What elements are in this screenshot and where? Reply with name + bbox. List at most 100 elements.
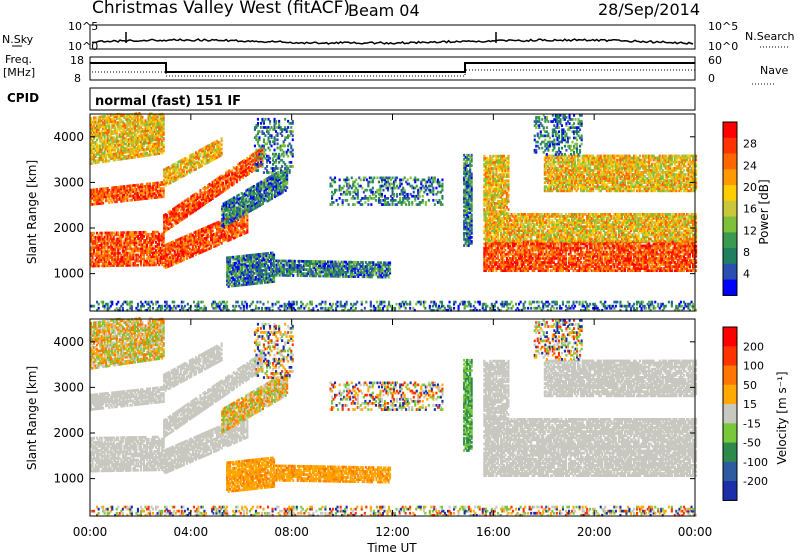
power-cell — [370, 203, 372, 206]
power-cell — [277, 132, 279, 135]
power-cell — [336, 189, 338, 192]
power-cell — [294, 260, 296, 263]
power-cell — [339, 197, 341, 200]
power-cell — [334, 177, 336, 180]
beam-label: Beam 04 — [348, 1, 420, 20]
power-cell — [407, 193, 409, 196]
power-cell — [281, 171, 283, 174]
power-cell — [382, 189, 384, 192]
date-label: 28/Sep/2014 — [598, 0, 700, 19]
noise-sky-line — [92, 39, 693, 44]
power-cell — [292, 149, 294, 152]
power-cell — [337, 203, 339, 206]
power-cell — [277, 171, 279, 174]
power-cell — [395, 199, 397, 202]
power-cell — [257, 157, 259, 160]
noise-sky-trace — [92, 32, 693, 44]
power-cell — [285, 189, 287, 192]
power-cell — [263, 171, 265, 174]
power-cell — [210, 245, 212, 248]
power-cell — [376, 177, 378, 180]
power-cell — [339, 179, 341, 182]
power-cell — [221, 137, 223, 140]
power-cell — [408, 197, 410, 200]
power-cell — [366, 189, 368, 192]
power-cell — [141, 116, 143, 119]
power-cell — [292, 138, 294, 141]
power-cell — [264, 118, 266, 121]
power-cell — [355, 179, 357, 182]
power-cell — [387, 197, 389, 200]
power-cell — [255, 149, 257, 152]
power-cell — [277, 167, 279, 170]
power-cell — [392, 177, 394, 180]
power-cell — [367, 203, 369, 206]
power-cell — [284, 118, 286, 121]
power-cell — [221, 144, 223, 147]
power-cell — [135, 231, 137, 234]
station-title: Christmas Valley West (fitACF) — [92, 0, 350, 18]
power-cell — [260, 153, 262, 156]
power-cell — [111, 201, 113, 204]
power-cell — [331, 185, 333, 188]
power-cell — [266, 165, 268, 168]
power-cell — [114, 126, 116, 129]
power-cell — [174, 250, 176, 253]
power-cell — [404, 177, 406, 180]
power-cell — [348, 179, 350, 182]
power-cell — [271, 134, 273, 137]
power-cell — [389, 262, 391, 265]
power-cell — [117, 231, 119, 234]
power-cell — [199, 189, 201, 192]
power-cell — [292, 153, 294, 156]
nave-label: Nave — [760, 64, 788, 77]
power-cell — [375, 195, 377, 198]
noise-rtick-bottom: 10^0 — [708, 40, 738, 53]
power-cell — [292, 165, 294, 168]
power-cell — [361, 187, 363, 190]
power-cell — [254, 145, 256, 148]
power-cell — [396, 193, 398, 196]
power-cell — [408, 201, 410, 204]
power-cell — [264, 134, 266, 137]
power-cell — [287, 126, 289, 129]
power-cell — [357, 189, 359, 192]
freq-unit-label: [MHz] — [3, 66, 35, 79]
noise-rtick-top: 10^5 — [708, 20, 738, 33]
freq-panel: Freq. [MHz] Nave 18 8 60 0 — [3, 53, 788, 85]
power-cell — [361, 203, 363, 206]
power-cell — [163, 115, 165, 118]
power-cell — [277, 138, 279, 141]
power-cell — [151, 153, 153, 156]
power-cell — [245, 198, 247, 201]
power-cell — [349, 191, 351, 194]
freq-label: Freq. — [5, 53, 32, 66]
power-cell — [396, 177, 398, 180]
noise-search-label: N.Search — [745, 30, 795, 43]
power-cell — [401, 183, 403, 186]
power-cell — [258, 130, 260, 133]
power-cell — [292, 274, 294, 277]
power-cell — [334, 181, 336, 184]
power-cell — [263, 138, 265, 141]
power-cell — [362, 261, 364, 264]
freq-ytick-bottom: 8 — [74, 72, 81, 85]
power-cell — [405, 203, 407, 206]
power-cell — [343, 185, 345, 188]
power-cell — [290, 161, 292, 164]
power-cell — [290, 126, 292, 129]
power-cell — [199, 153, 201, 156]
power-cell — [278, 120, 280, 123]
power-cell — [102, 202, 104, 205]
power-cell — [221, 152, 223, 155]
power-cell — [96, 139, 98, 142]
power-cell — [281, 165, 283, 168]
power-cell — [389, 203, 391, 206]
power-cell — [292, 130, 294, 133]
power-cell — [101, 232, 103, 235]
cpid-label: CPID — [7, 91, 39, 105]
power-cell — [375, 199, 377, 202]
power-cell — [231, 169, 233, 172]
power-cell — [166, 214, 168, 217]
